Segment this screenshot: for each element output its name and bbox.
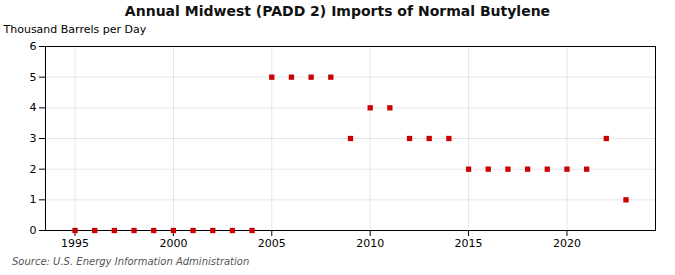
html-text:Annual Midwest (PADD 2) Import: Annual Midwest (PADD 2) Imports of Norma… [124,3,551,19]
svg-text:0: 0 [30,224,37,237]
svg-text:2005: 2005 [258,237,286,250]
svg-text:2000: 2000 [159,237,187,250]
svg-text:4: 4 [30,101,37,114]
svg-text:2: 2 [30,163,37,176]
svg-text:Thousand Barrels per Day: Thousand Barrels per Day [3,23,147,36]
svg-text:2020: 2020 [553,237,581,250]
svg-text:2010: 2010 [356,237,384,250]
svg-text:2015: 2015 [455,237,483,250]
svg-text:1: 1 [30,193,37,206]
svg-text:1995: 1995 [61,237,89,250]
svg-text:3: 3 [30,132,37,145]
svg-text:6: 6 [30,40,37,53]
html-text:Source: U.S. Energy Informatio: Source: U.S. Energy Information Administ… [12,256,250,267]
svg-text:5: 5 [30,71,37,84]
